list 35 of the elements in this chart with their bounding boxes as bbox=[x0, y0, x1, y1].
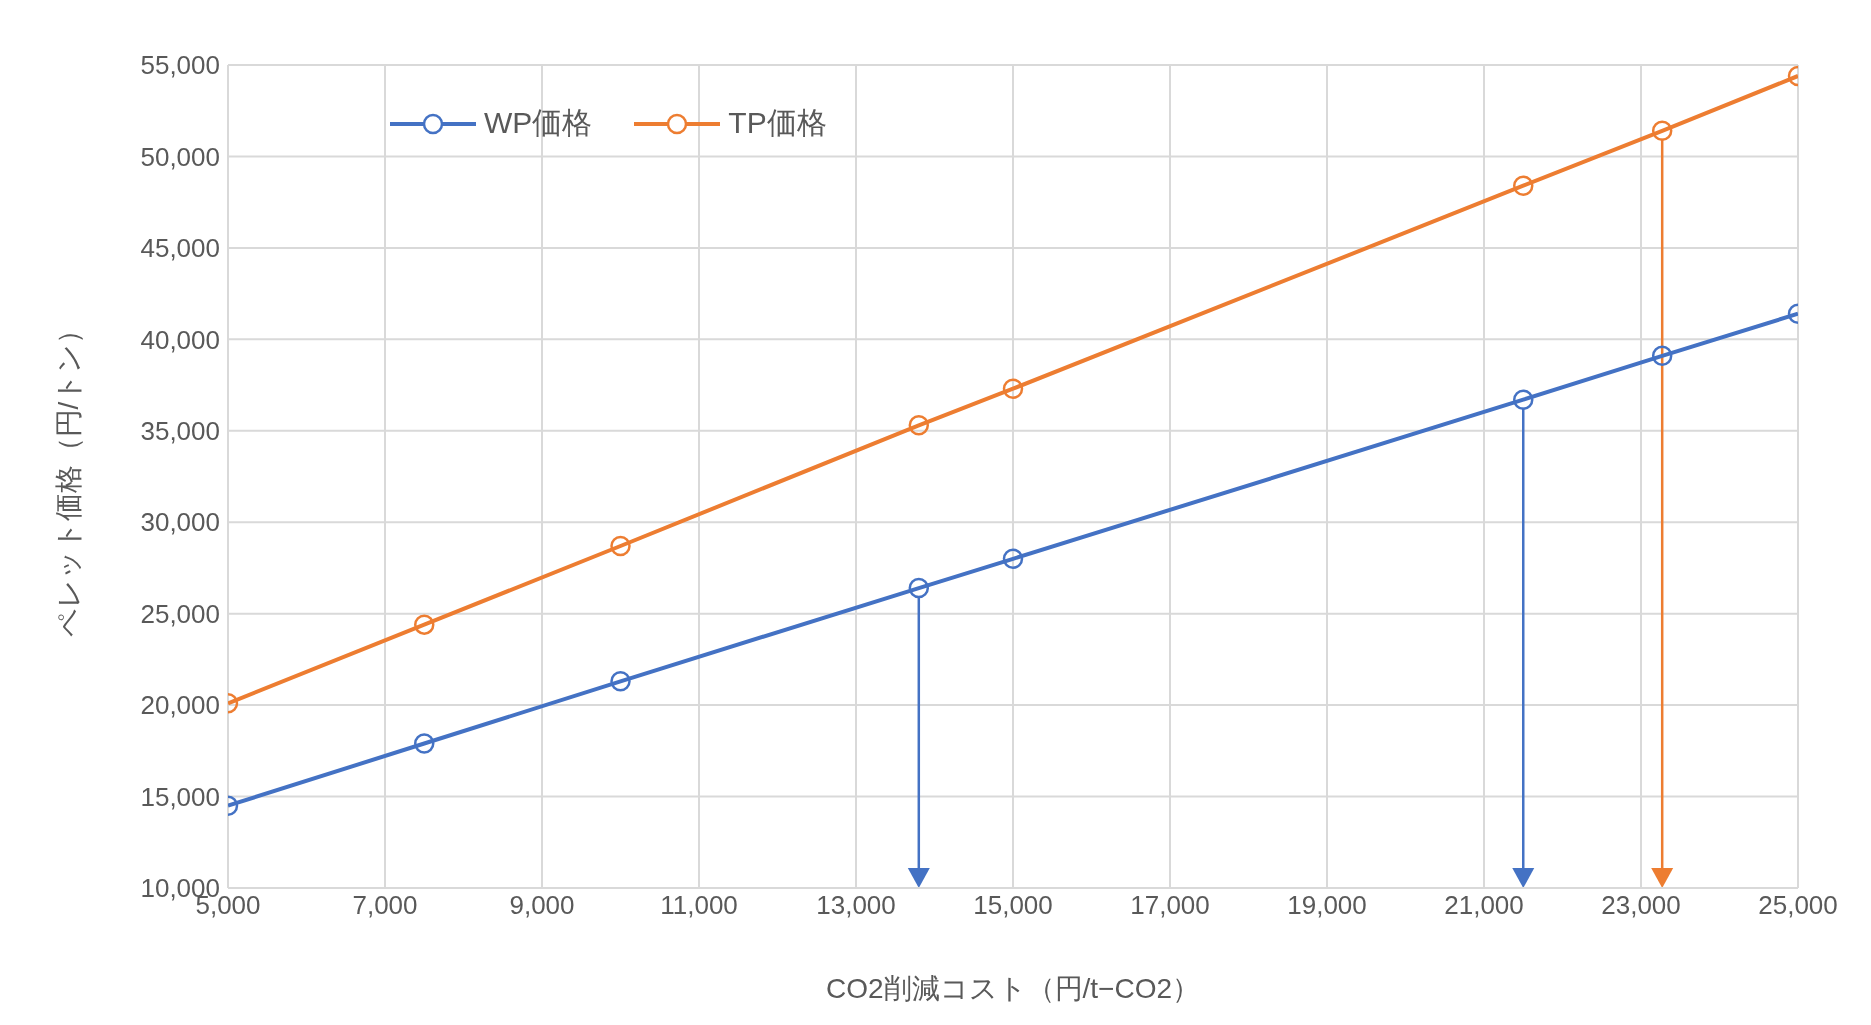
legend-label: TP価格 bbox=[728, 105, 827, 141]
point bbox=[610, 535, 631, 557]
y-tick-label: 55,000 bbox=[140, 50, 220, 81]
x-tick-label: 9,000 bbox=[509, 890, 575, 921]
point bbox=[1651, 120, 1673, 142]
y-tick-label: 35,000 bbox=[140, 416, 220, 447]
point bbox=[414, 733, 435, 754]
x-tick-label: 21,000 bbox=[1444, 890, 1524, 921]
y-axis-title: ペレット価格（円/トン） bbox=[52, 315, 84, 638]
y-tick-label: 25,000 bbox=[140, 598, 220, 629]
y-tick-label: 45,000 bbox=[140, 233, 220, 264]
y-tick-label: 30,000 bbox=[140, 507, 220, 538]
x-tick-label: 15,000 bbox=[973, 890, 1053, 921]
y-tick-label: 50,000 bbox=[140, 141, 220, 172]
point bbox=[1002, 548, 1024, 570]
x-axis-title: CO2削減コスト（円/t−CO2） bbox=[825, 973, 1201, 1004]
x-tick-label: 19,000 bbox=[1287, 890, 1367, 921]
x-tick-label: 17,000 bbox=[1130, 890, 1210, 921]
y-tick-label: 40,000 bbox=[140, 324, 220, 355]
y-tick-label: 15,000 bbox=[140, 781, 220, 812]
x-tick-label: 13,000 bbox=[816, 890, 896, 921]
point bbox=[414, 614, 435, 635]
x-tick-label: 7,000 bbox=[352, 890, 418, 921]
point bbox=[1002, 378, 1024, 399]
x-tick-label: 23,000 bbox=[1601, 890, 1681, 921]
point bbox=[1513, 389, 1534, 410]
point bbox=[1513, 175, 1534, 196]
x-tick-label: 25,000 bbox=[1758, 890, 1838, 921]
point bbox=[908, 415, 930, 436]
point bbox=[1651, 345, 1673, 367]
point bbox=[908, 577, 930, 599]
point bbox=[610, 671, 631, 692]
x-tick-label: 11,000 bbox=[660, 890, 738, 921]
y-tick-label: 20,000 bbox=[140, 690, 220, 721]
legend-label: WP価格 bbox=[484, 105, 593, 141]
